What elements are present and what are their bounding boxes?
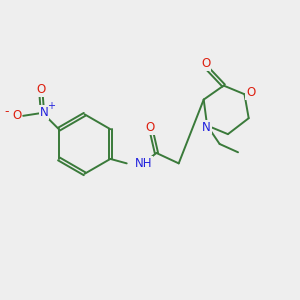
Text: +: +: [47, 101, 55, 111]
Text: O: O: [146, 121, 155, 134]
Text: N: N: [202, 121, 211, 134]
Text: O: O: [12, 109, 21, 122]
Text: O: O: [36, 82, 46, 96]
Text: -: -: [4, 105, 9, 118]
Text: O: O: [246, 86, 256, 99]
Text: O: O: [201, 57, 211, 70]
Text: N: N: [40, 106, 48, 119]
Text: NH: NH: [135, 157, 152, 170]
